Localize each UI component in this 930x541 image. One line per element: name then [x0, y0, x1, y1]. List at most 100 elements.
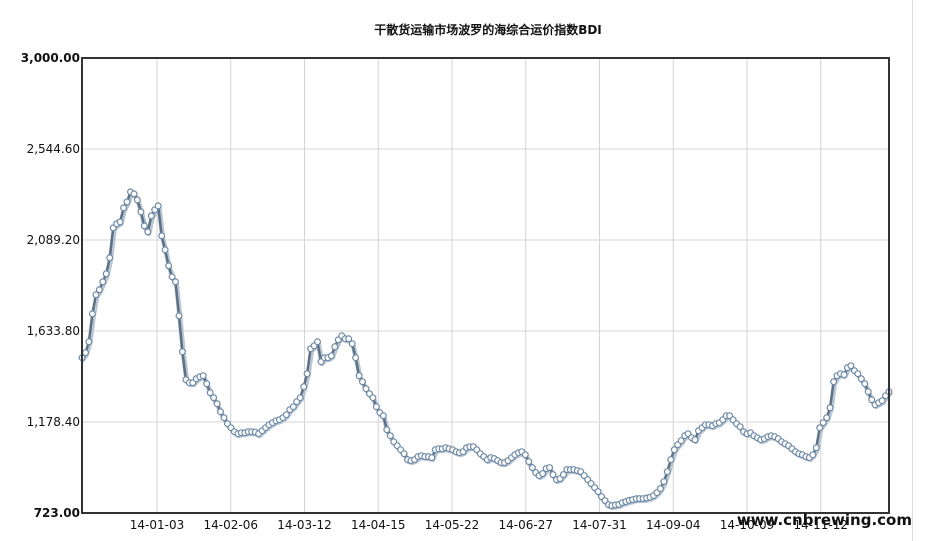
data-point — [663, 468, 671, 476]
data-point — [154, 202, 162, 210]
grid-layer — [82, 58, 889, 513]
data-point — [878, 397, 886, 405]
data-point — [327, 352, 335, 360]
x-tick-label: 14-01-03 — [130, 518, 184, 532]
data-point — [525, 458, 533, 466]
data-point — [864, 388, 872, 396]
data-point — [348, 340, 356, 348]
data-point — [158, 232, 166, 240]
data-point — [106, 254, 114, 262]
x-tick-label: 14-11-12 — [794, 518, 848, 532]
data-point — [314, 338, 322, 346]
data-point — [161, 246, 169, 254]
data-point — [206, 389, 214, 397]
data-point — [383, 426, 391, 434]
data-point — [140, 222, 148, 230]
data-point — [92, 291, 100, 299]
x-tick-label: 14-10-09 — [720, 518, 774, 532]
data-point — [355, 372, 363, 380]
data-point — [130, 190, 138, 198]
data-point — [210, 394, 218, 402]
data-point — [521, 451, 529, 459]
data-point — [660, 478, 668, 486]
data-point — [282, 411, 290, 419]
data-point — [296, 394, 304, 402]
data-point — [220, 414, 228, 422]
x-axis-ticks: 14-01-03 14-02-06 14-03-12 14-04-15 14-05-22… — [130, 518, 848, 532]
data-point — [300, 383, 308, 391]
data-point — [172, 278, 180, 286]
data-point — [736, 423, 744, 431]
series-layer — [78, 188, 893, 511]
x-tick-label: 14-04-15 — [351, 518, 405, 532]
data-point — [691, 436, 699, 444]
data-point — [830, 378, 838, 386]
data-point — [670, 446, 678, 454]
data-point — [123, 198, 131, 206]
data-point — [372, 403, 380, 411]
y-tick-label: 1,178.40 — [27, 415, 80, 429]
y-tick-label: 1,633.80 — [27, 324, 80, 338]
y-tick-label: 3,000.00 — [21, 51, 80, 65]
data-point — [816, 424, 824, 432]
data-point — [81, 349, 89, 357]
data-point — [178, 348, 186, 356]
data-point — [331, 343, 339, 351]
data-point — [369, 394, 377, 402]
data-point — [168, 273, 176, 281]
data-point — [861, 380, 869, 388]
data-point — [102, 270, 110, 278]
data-point — [528, 464, 536, 472]
y-tick-label: 2,089.20 — [27, 233, 80, 247]
data-point — [359, 378, 367, 386]
data-point — [400, 450, 408, 458]
watermark-text: www.cnbrewing.com — [737, 511, 912, 529]
data-point — [165, 262, 173, 270]
data-point — [854, 370, 862, 378]
right-border — [912, 0, 913, 541]
data-point — [303, 370, 311, 378]
data-point — [144, 228, 152, 236]
chart-title: 干散货运输市场波罗的海综合运价指数BDI — [374, 22, 602, 37]
data-point — [362, 385, 370, 393]
data-point — [147, 212, 155, 220]
data-point — [133, 196, 141, 204]
x-tick-label: 14-05-22 — [425, 518, 479, 532]
x-tick-label: 14-07-31 — [572, 518, 626, 532]
x-tick-label: 14-02-06 — [204, 518, 258, 532]
y-tick-label: 723.00 — [34, 506, 80, 520]
plot-frame — [81, 57, 890, 514]
data-point — [199, 372, 207, 380]
data-point — [213, 400, 221, 408]
data-point — [823, 414, 831, 422]
data-point — [539, 470, 547, 478]
data-point — [88, 310, 96, 318]
data-point — [677, 437, 685, 445]
data-point — [137, 208, 145, 216]
x-tick-label: 14-03-12 — [277, 518, 331, 532]
x-tick-label: 14-06-27 — [499, 518, 553, 532]
data-point — [217, 408, 225, 416]
data-point — [826, 404, 834, 412]
data-point — [95, 286, 103, 294]
y-axis-ticks: 723.00 1,178.40 1,633.80 2,089.20 2,544.60 3,… — [21, 51, 80, 520]
data-point — [289, 403, 297, 411]
data-point — [594, 488, 602, 496]
data-point — [809, 451, 817, 459]
data-point — [428, 454, 436, 462]
data-point — [546, 464, 554, 472]
data-point — [840, 371, 848, 379]
data-point — [85, 338, 93, 346]
data-point — [847, 362, 855, 370]
data-point — [812, 444, 820, 452]
data-point — [667, 456, 675, 464]
x-tick-label: 14-09-04 — [646, 518, 700, 532]
data-point — [175, 312, 183, 320]
data-point — [549, 471, 557, 479]
data-point — [819, 419, 827, 427]
data-point — [379, 412, 387, 420]
data-point — [352, 354, 360, 362]
data-point — [868, 396, 876, 404]
data-point — [203, 380, 211, 388]
